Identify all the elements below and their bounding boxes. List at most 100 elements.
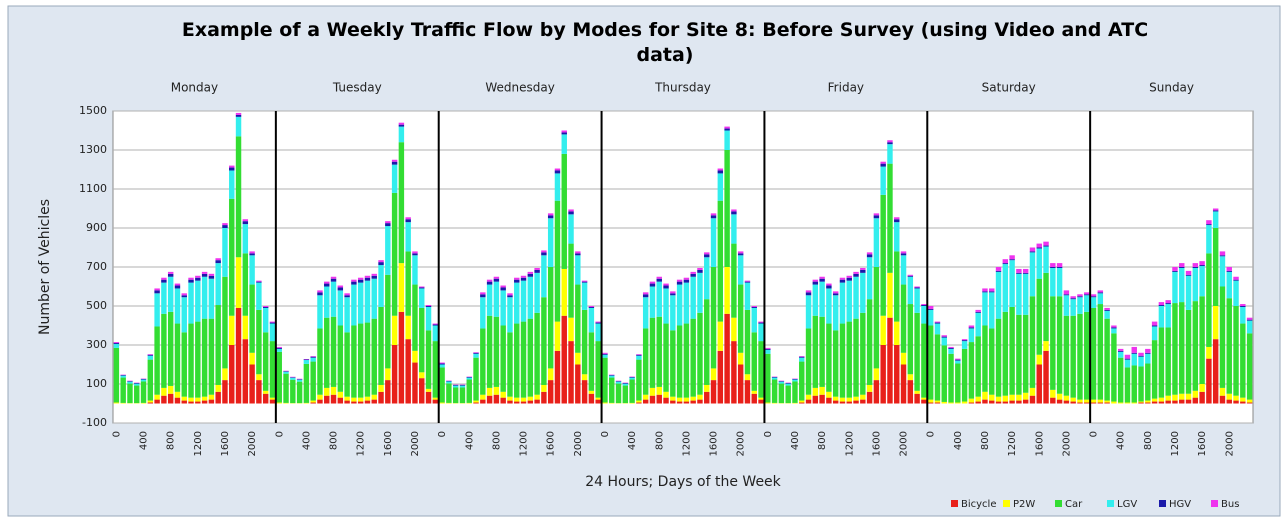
bar-segment [547, 213, 554, 216]
bar-segment [649, 283, 656, 287]
bar-segment [894, 222, 900, 252]
bar-segment [1151, 340, 1158, 399]
bar-segment [520, 280, 527, 322]
bar-segment [1111, 328, 1117, 334]
bar-segment [371, 278, 377, 319]
bar-segment [235, 114, 242, 117]
bar-segment [1111, 325, 1117, 328]
bar-segment [1246, 402, 1253, 404]
bar-segment [432, 324, 439, 326]
bar-segment [1036, 278, 1042, 355]
bar-segment [995, 401, 1002, 404]
bar-segment [262, 390, 269, 394]
bar-segment [310, 356, 316, 358]
bar-segment [948, 347, 954, 349]
bar-segment [866, 254, 873, 258]
bar-segment [887, 163, 893, 273]
bar-segment [1104, 310, 1110, 319]
bar-segment [466, 376, 472, 378]
bar-segment [1036, 364, 1042, 404]
bar-segment [222, 368, 228, 381]
bar-segment [446, 402, 452, 404]
bar-segment [269, 323, 276, 342]
bar-segment [887, 317, 893, 404]
x-tick-label: 1200 [844, 431, 855, 456]
bar-segment [405, 251, 411, 316]
bar-segment [799, 400, 805, 403]
bar-segment [310, 356, 316, 357]
bar-segment [866, 391, 873, 404]
y-tick-label: 1100 [79, 182, 107, 195]
bar-segment [195, 397, 201, 402]
bar-segment [1070, 401, 1076, 404]
bar-segment [324, 395, 330, 404]
bar-segment [900, 364, 907, 404]
bar-segment [561, 130, 567, 133]
bar-segment [581, 309, 588, 375]
bar-segment [1009, 306, 1015, 395]
x-tick-label: 400 [1116, 431, 1127, 450]
bar-segment [1016, 394, 1022, 401]
bar-segment [1043, 350, 1049, 404]
x-tick-label: 800 [491, 431, 502, 450]
bar-segment [561, 315, 567, 404]
x-tick-label: 1600 [220, 431, 231, 456]
bar-segment [819, 386, 825, 395]
bar-segment [120, 377, 126, 403]
bar-segment [697, 312, 703, 395]
bar-segment [615, 381, 622, 382]
bar-segment [989, 328, 995, 395]
bar-segment [819, 278, 825, 282]
bar-segment [1056, 267, 1063, 297]
bar-segment [575, 284, 581, 353]
bar-segment [846, 321, 852, 398]
bar-segment [1077, 399, 1083, 403]
bar-segment [276, 351, 282, 403]
bar-segment [744, 280, 751, 282]
bar-segment [880, 345, 886, 404]
bar-segment [1043, 272, 1049, 342]
bar-segment [208, 273, 215, 276]
bar-segment [1226, 393, 1232, 400]
x-tick-label: 2000 [1224, 431, 1235, 456]
bar-segment [493, 386, 500, 395]
bar-segment [975, 312, 981, 337]
bar-segment [181, 396, 187, 401]
bar-segment [581, 282, 588, 310]
x-tick-label: 800 [980, 431, 991, 450]
x-tick-label: 0 [437, 431, 448, 437]
bar-segment [826, 283, 832, 286]
bar-segment [941, 336, 947, 338]
bar-segment [663, 285, 669, 289]
bar-segment [1240, 306, 1246, 324]
bar-segment [1219, 255, 1226, 257]
bar-segment [622, 383, 629, 386]
bar-segment [357, 401, 364, 404]
bar-segment [724, 128, 730, 131]
bar-segment [527, 396, 534, 401]
bar-segment [1206, 358, 1212, 404]
bar-segment [181, 332, 187, 397]
bar-segment [812, 395, 819, 404]
bar-segment [452, 384, 459, 386]
bar-segment [717, 168, 724, 171]
x-tick-label: 400 [464, 431, 475, 450]
bar-segment [982, 391, 988, 400]
bar-segment [364, 322, 371, 397]
bar-segment [276, 402, 282, 404]
bar-segment [778, 381, 785, 382]
bar-segment [269, 341, 276, 398]
bar-segment [676, 397, 683, 402]
bar-segment [113, 402, 120, 404]
bar-segment [317, 328, 323, 395]
bar-segment [805, 328, 812, 395]
bar-segment [731, 317, 737, 342]
bar-segment [717, 350, 724, 404]
bar-segment [771, 379, 778, 403]
bar-segment [710, 380, 717, 404]
x-tick-label: 1600 [383, 431, 394, 456]
bar-segment [412, 350, 418, 363]
bar-segment [412, 284, 418, 351]
x-tick-label: 0 [274, 431, 285, 437]
bar-segment [758, 322, 764, 324]
